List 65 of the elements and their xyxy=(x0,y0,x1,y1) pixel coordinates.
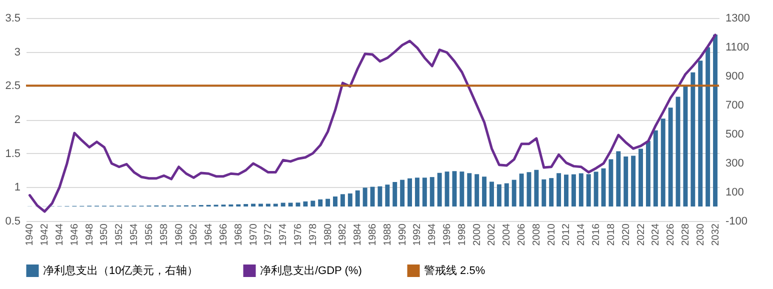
x-tick-label: 1946 xyxy=(69,223,80,246)
y2-tick-label: -100 xyxy=(726,216,748,228)
y-tick-label: 3 xyxy=(14,46,20,58)
legend-label: 警戒线 2.5% xyxy=(424,264,486,277)
y-tick-label: 1.5 xyxy=(5,148,20,160)
x-tick-label: 1954 xyxy=(129,223,140,246)
y-tick-label: 0.5 xyxy=(5,216,20,228)
x-tick-label: 1940 xyxy=(24,223,36,246)
x-tick-label: 1988 xyxy=(382,223,394,246)
x-tick-label: 2024 xyxy=(650,223,662,246)
x-tick-label: 2006 xyxy=(516,223,528,246)
x-tick-label: 2022 xyxy=(636,223,647,246)
x-tick-label: 1992 xyxy=(412,223,424,246)
x-tick-label: 1984 xyxy=(352,223,364,246)
x-tick-label: 1986 xyxy=(368,223,378,246)
x-tick-label: 2016 xyxy=(591,223,602,246)
x-tick-label: 1972 xyxy=(263,223,274,246)
x-tick-label: 2010 xyxy=(546,223,558,246)
x-tick-label: 1968 xyxy=(233,223,244,246)
x-tick-label: 1966 xyxy=(218,223,230,246)
y-tick-label: 3.5 xyxy=(5,12,20,24)
x-tick-label: 1950 xyxy=(99,223,110,246)
x-tick-label: 1976 xyxy=(292,223,304,246)
x-tick-label: 1964 xyxy=(204,223,215,246)
y2-tick-label: 300 xyxy=(726,158,744,170)
x-tick-label: 2012 xyxy=(561,223,572,246)
y2-tick-label: 700 xyxy=(726,100,744,112)
x-tick-label: 1962 xyxy=(188,223,200,246)
y2-tick-label: 1100 xyxy=(726,42,750,54)
x-tick-label: 1970 xyxy=(248,223,260,246)
x-tick-label: 1978 xyxy=(308,223,319,246)
x-tick-label: 2026 xyxy=(666,223,677,246)
x-tick-label: 1956 xyxy=(144,223,155,246)
x-tick-label: 1982 xyxy=(338,223,349,246)
x-tick-label: 2000 xyxy=(472,223,483,246)
y2-tick-label: 900 xyxy=(726,70,744,82)
x-tick-label: 2032 xyxy=(710,223,722,246)
x-tick-label: 1958 xyxy=(158,223,170,246)
legend-label: 净利息支出（10亿美元，右轴） xyxy=(43,264,198,277)
x-tick-label: 1990 xyxy=(397,223,408,246)
y2-tick-label: 500 xyxy=(726,128,744,140)
x-tick-label: 2008 xyxy=(531,223,542,246)
x-tick-label: 1960 xyxy=(174,223,185,246)
x-tick-label: 1996 xyxy=(442,223,454,246)
y-tick-label: 2.5 xyxy=(5,80,20,92)
x-tick-label: 2014 xyxy=(576,223,588,246)
y-tick-label: 2 xyxy=(14,114,20,126)
x-tick-label: 2002 xyxy=(486,223,498,246)
x-tick-label: 1980 xyxy=(322,223,334,246)
x-tick-label: 2004 xyxy=(502,223,513,246)
x-tick-label: 1998 xyxy=(456,223,468,246)
x-tick-label: 2020 xyxy=(620,223,632,246)
x-tick-label: 1948 xyxy=(84,223,96,246)
x-tick-label: 2028 xyxy=(680,223,692,246)
x-tick-label: 1952 xyxy=(114,223,126,246)
y-tick-label: 1 xyxy=(14,182,20,194)
x-tick-label: 1974 xyxy=(278,223,290,246)
y2-tick-label: 100 xyxy=(726,186,744,198)
x-tick-label: 1994 xyxy=(427,223,438,246)
x-tick-label: 2018 xyxy=(606,223,617,246)
x-tick-label: 1944 xyxy=(54,223,66,246)
legend-label: 净利息支出/GDP (%) xyxy=(260,264,362,277)
x-tick-label: 2030 xyxy=(695,223,706,246)
x-tick-label: 1942 xyxy=(40,223,51,246)
y2-tick-label: 1300 xyxy=(726,12,750,24)
